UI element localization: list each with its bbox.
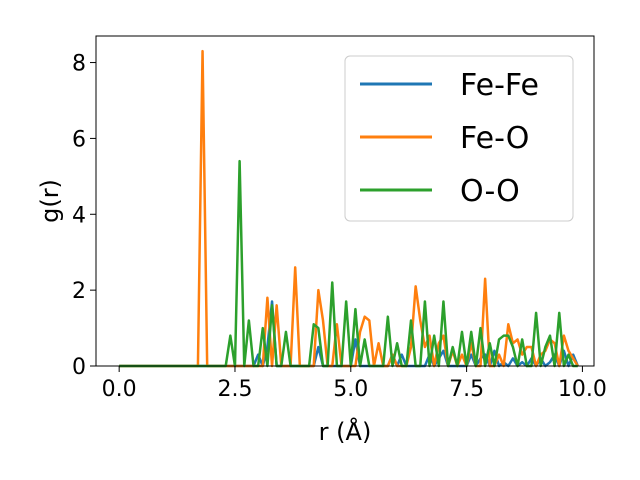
axis-ticks: 0.0 2.5 5.0 7.5 10.0 0 2 4 6 8	[72, 52, 607, 402]
x-tick-label: 5.0	[333, 377, 368, 402]
y-tick-label: 0	[72, 355, 86, 380]
y-tick-label: 4	[72, 203, 86, 228]
x-tick-label: 2.5	[217, 377, 252, 402]
x-axis-label: r (Å)	[319, 417, 372, 446]
plot-frame	[95, 35, 595, 367]
y-tick-label: 2	[72, 279, 86, 304]
legend-label: Fe-Fe	[460, 68, 539, 103]
x-tick-label: 7.5	[449, 377, 484, 402]
legend-label: O-O	[460, 174, 520, 209]
y-tick-label: 6	[72, 127, 86, 152]
legend-box	[344, 55, 574, 222]
x-tick-label: 0.0	[102, 377, 137, 402]
y-axis-label: g(r)	[36, 179, 64, 223]
legend: Fe-Fe Fe-O O-O	[344, 55, 574, 222]
legend-label: Fe-O	[460, 121, 529, 156]
y-tick-label: 8	[72, 52, 86, 77]
x-tick-label: 10.0	[558, 377, 607, 402]
